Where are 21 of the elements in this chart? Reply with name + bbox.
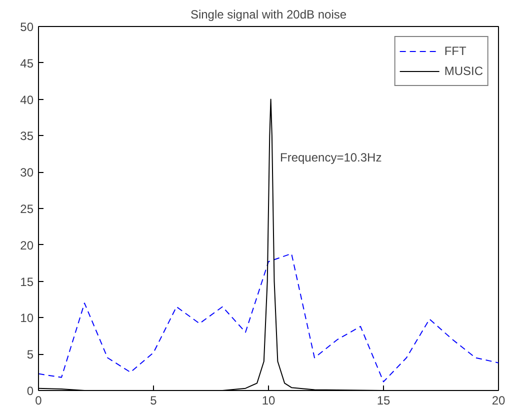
x-tick-label: 5	[150, 394, 158, 408]
y-tick-label: 10	[20, 311, 34, 326]
y-tick-label: 45	[20, 56, 34, 70]
x-tick-label: 20	[492, 394, 506, 408]
x-tick-label: 10	[262, 394, 276, 408]
y-tick-label: 40	[20, 92, 34, 107]
y-tick-label: 15	[20, 274, 34, 289]
y-tick-label: 25	[20, 202, 34, 216]
y-tick-label: 35	[20, 129, 34, 144]
x-tick-label: 0	[35, 394, 42, 408]
y-tick-label: 20	[20, 238, 34, 252]
y-tick-label: 5	[26, 348, 34, 362]
chart-title: Single signal with 20dB noise	[190, 8, 347, 22]
y-tick-label: 0	[26, 384, 34, 398]
legend-label: FFT	[444, 44, 466, 58]
line-series	[38, 253, 498, 382]
y-tick-label: 30	[20, 166, 34, 180]
annotation: Frequency=10.3Hz	[280, 150, 382, 165]
legend-label: MUSIC	[444, 64, 483, 78]
x-tick-label: 15	[376, 394, 390, 408]
y-tick-label: 50	[20, 20, 34, 34]
